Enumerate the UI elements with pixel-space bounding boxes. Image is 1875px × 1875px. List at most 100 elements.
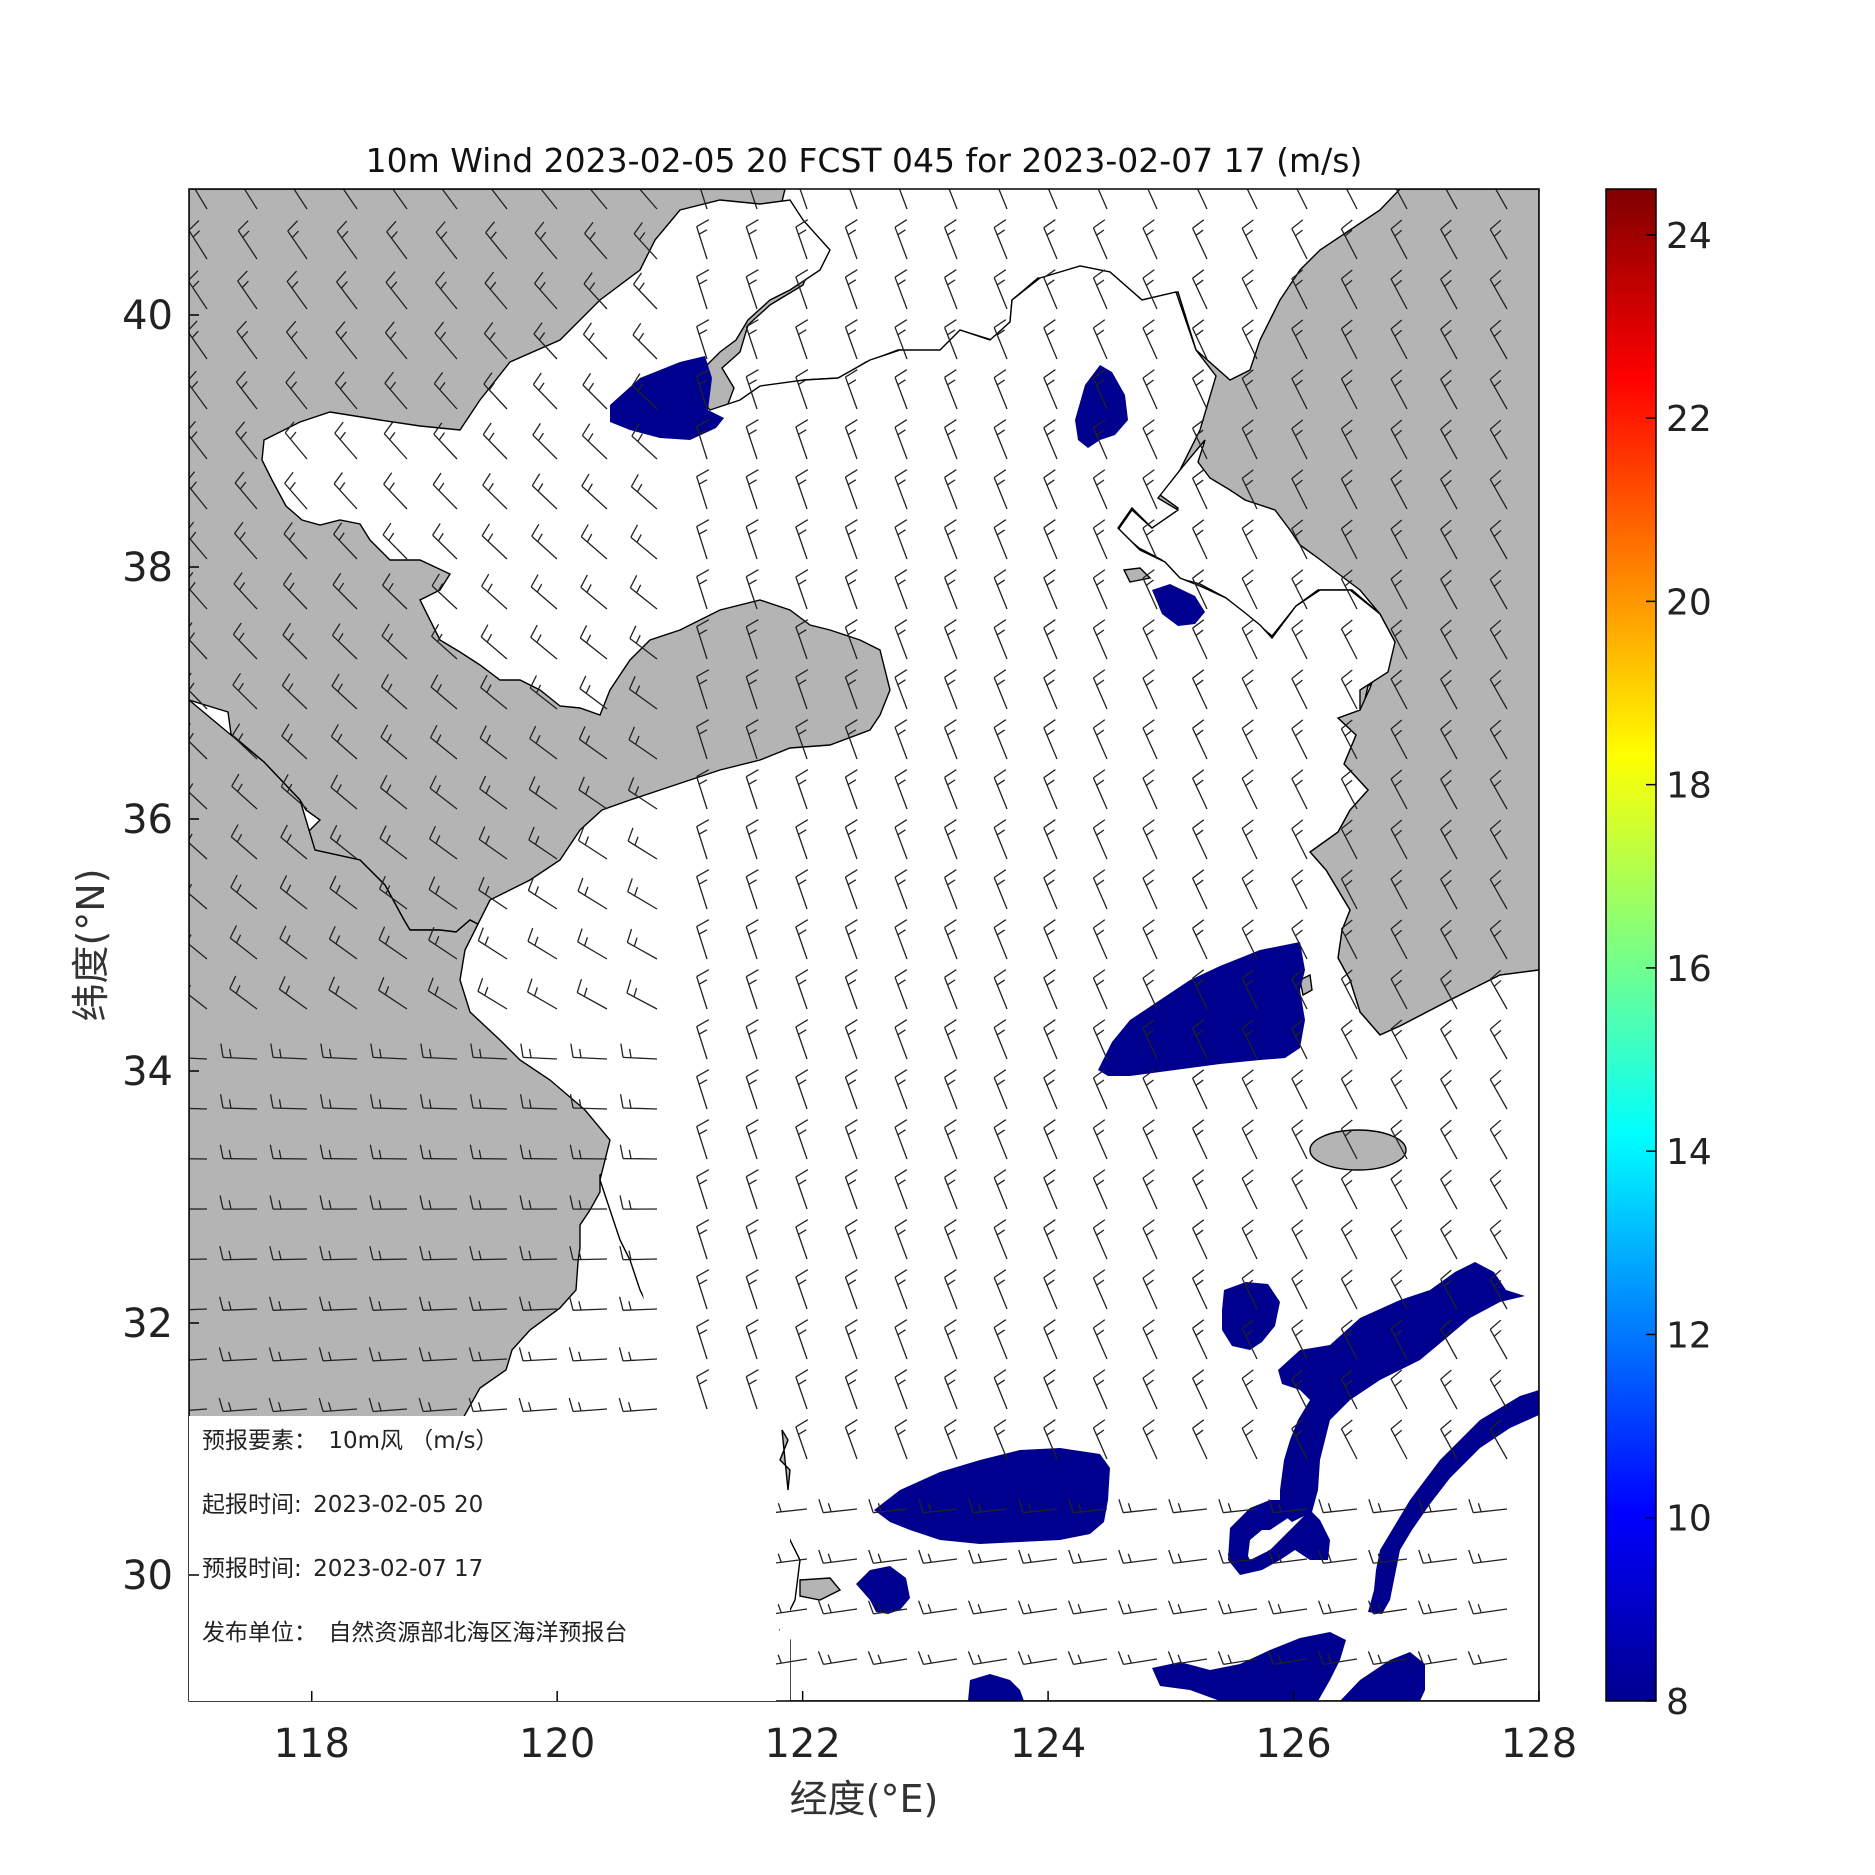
wind-barb — [968, 1549, 1008, 1564]
wind-barb — [1291, 469, 1308, 510]
wind-barb — [1191, 919, 1208, 960]
wind-barb — [230, 824, 258, 860]
wind-barb — [419, 1245, 458, 1261]
wind-barb — [944, 1369, 958, 1410]
wind-barb — [419, 1144, 458, 1160]
wind-barb — [633, 272, 658, 310]
wind-barb — [1340, 869, 1358, 910]
high-wind-south-5 — [1340, 1652, 1425, 1701]
wind-barb — [329, 875, 358, 910]
wind-barb — [1241, 469, 1258, 510]
high-wind-korea-bay — [1152, 584, 1205, 626]
wind-barb — [189, 984, 208, 1010]
wind-barb — [1191, 1369, 1208, 1410]
high-wind-east-4 — [1368, 1390, 1539, 1614]
wind-barb — [1489, 569, 1508, 610]
wind-barb — [944, 1019, 958, 1060]
wind-barb — [917, 1651, 958, 1666]
wind-barb — [844, 569, 858, 610]
wind-barb — [944, 569, 958, 610]
wind-barb — [1092, 1319, 1108, 1360]
wind-barb — [795, 669, 809, 710]
wind-barb — [918, 1549, 958, 1564]
wind-barb — [568, 1347, 608, 1362]
wind-barb — [894, 919, 908, 960]
wind-barb — [477, 977, 508, 1010]
wind-barb — [1092, 969, 1108, 1010]
wind-barb — [894, 219, 908, 260]
wind-barb — [844, 669, 858, 710]
wind-barb — [1489, 1319, 1508, 1360]
wind-barb — [817, 1600, 858, 1615]
wind-barb — [1191, 469, 1208, 510]
wind-barb — [1017, 1600, 1058, 1615]
wind-barb — [1092, 219, 1108, 260]
wind-barb — [993, 1419, 1008, 1460]
wind-barb — [369, 1296, 408, 1311]
wind-barb — [1291, 319, 1308, 360]
wind-barb — [329, 825, 358, 860]
wind-barb — [194, 189, 208, 210]
wind-barb — [1291, 1169, 1308, 1210]
wind-barb — [1142, 1069, 1158, 1110]
wind-barb — [696, 1069, 710, 1110]
wind-barb — [894, 319, 908, 360]
wind-barb — [1367, 1600, 1408, 1615]
y-tick-label: 38 — [122, 545, 173, 591]
wind-barb — [696, 619, 710, 660]
wind-barb — [569, 1144, 608, 1160]
wind-barb — [696, 219, 710, 260]
wind-barb — [1390, 1419, 1408, 1460]
wind-barb — [944, 1269, 958, 1310]
wind-barb — [1291, 419, 1308, 460]
wind-barb — [1142, 569, 1158, 610]
wind-barb — [518, 1347, 558, 1362]
wind-barb — [844, 1219, 858, 1260]
wind-barb — [894, 369, 908, 410]
colorbar-tick-label: 10 — [1666, 1499, 1712, 1540]
wind-barb — [334, 371, 358, 410]
info-valid-value: 2023-02-07 17 — [313, 1556, 483, 1582]
wind-barb — [626, 928, 658, 960]
wind-barb — [620, 1043, 658, 1060]
wind-barb — [1142, 619, 1158, 660]
wind-barb — [696, 919, 710, 960]
wind-barb — [427, 977, 458, 1010]
wind-barb — [1340, 1069, 1358, 1110]
svg-text:发布单位： 自然资源部北海区海洋预报台: 发布单位： 自然资源部北海区海洋预报台 — [202, 1620, 627, 1646]
wind-barb — [1340, 969, 1358, 1010]
info-valid-label: 预报时间: — [202, 1556, 302, 1582]
wind-barb — [968, 1499, 1008, 1514]
info-init-value: 2023-02-05 20 — [313, 1492, 483, 1518]
wind-barb — [1043, 869, 1058, 910]
wind-barb — [379, 774, 408, 810]
wind-barb — [1092, 1369, 1108, 1410]
wind-barb — [1047, 189, 1058, 210]
plot-frame — [188, 188, 1540, 1702]
wind-barb — [1241, 1319, 1258, 1360]
wind-barb — [1092, 619, 1108, 660]
wind-barb — [318, 1347, 358, 1362]
wind-barb — [894, 719, 908, 760]
wind-barb — [1368, 1549, 1408, 1564]
wind-barb — [1092, 669, 1108, 710]
wind-barb — [1440, 269, 1458, 310]
wind-barb — [1191, 1319, 1208, 1360]
wind-barb — [696, 569, 710, 610]
wind-barb — [269, 1245, 308, 1261]
wind-barb — [1241, 819, 1258, 860]
wind-barb — [480, 674, 508, 710]
wind-barb — [1318, 1499, 1358, 1514]
wind-barb — [419, 1094, 458, 1110]
wind-barb — [1043, 219, 1058, 260]
wind-barb — [795, 219, 809, 260]
wind-barb — [1440, 1169, 1458, 1210]
wind-barb — [1043, 1369, 1058, 1410]
wind-barb — [1390, 1219, 1408, 1260]
wind-barb — [384, 371, 408, 410]
wind-barb — [482, 473, 508, 510]
wind-barb — [944, 419, 958, 460]
wind-barb — [1092, 269, 1108, 310]
wind-barb — [319, 1296, 358, 1311]
wind-barb — [993, 719, 1008, 760]
